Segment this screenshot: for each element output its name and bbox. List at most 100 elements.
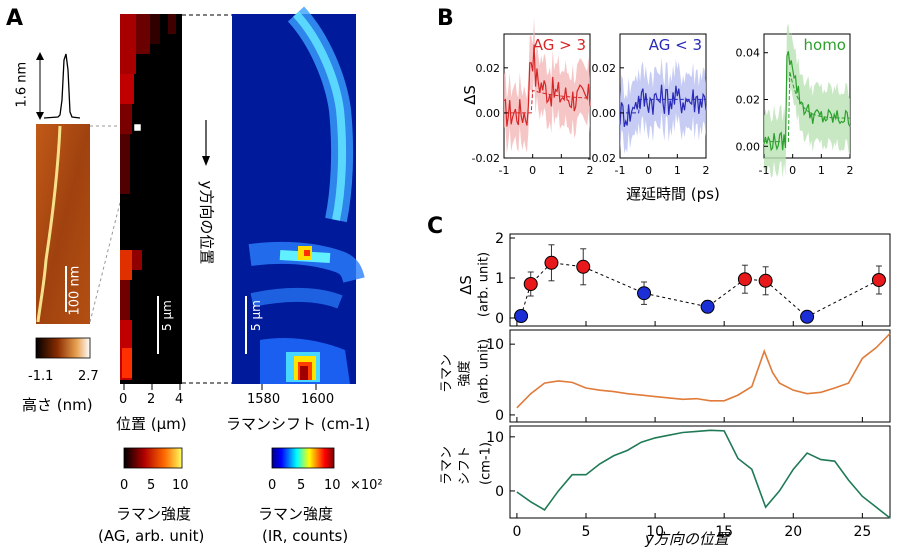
cbar2-tick-5: 5	[297, 478, 306, 493]
x-tick-label: 2	[847, 164, 854, 177]
x-tick-label: 2	[703, 164, 710, 177]
afm-cbar-label: 高さ (nm)	[22, 396, 93, 414]
subplot-title: AG > 3	[533, 36, 586, 54]
y-tick-label: 1	[495, 271, 504, 287]
x-tick-label: 5	[582, 524, 591, 540]
x-tick-label: 1	[558, 164, 565, 177]
y-tick-label: 0.00	[476, 107, 501, 120]
data-point-0	[514, 309, 529, 323]
afm-scale-label: 100 nm	[67, 265, 83, 316]
map2-scale-label: 5 μm	[249, 300, 263, 331]
x-tick-label: 0	[512, 524, 521, 540]
map1-xlabel: 位置 (μm)	[116, 415, 187, 433]
map1-tick-0: 0	[119, 392, 128, 407]
y-tick-label: -0.02	[588, 152, 616, 165]
panel-c-sub2-ylabel-1: ラマン	[439, 354, 455, 394]
x-tick-label: 2	[587, 164, 594, 177]
panel-b-xlabel: 遅延時間 (ps)	[626, 185, 720, 203]
y-tick-label: 0	[495, 484, 504, 500]
cbar2-tick-10: 10	[324, 478, 341, 493]
data-point-8	[800, 309, 815, 324]
x-tick-label: 15	[715, 524, 733, 540]
fit-curve	[504, 89, 591, 114]
height-profile	[36, 52, 81, 120]
afm-cbar-max: 2.7	[78, 369, 99, 384]
cbar1-label: ラマン強度	[116, 505, 192, 523]
data-point-9	[871, 273, 886, 287]
map1-tick-4: 4	[175, 392, 184, 407]
subplot-title: homo	[804, 36, 846, 54]
raman-intensity-line	[516, 332, 891, 409]
cbar1-sublabel: (AG, arb. unit)	[98, 527, 205, 545]
fit-curve	[620, 98, 706, 114]
x-tick-label: 1	[674, 164, 681, 177]
colorbar-ag	[123, 447, 183, 469]
signal-trace	[619, 84, 707, 127]
map2-tick-1600: 1600	[301, 392, 335, 407]
y-tick-label: 0.00	[592, 107, 617, 120]
y-tick-label: 0.02	[476, 62, 501, 75]
y-tick-label: 0.02	[736, 94, 761, 107]
data-point-4	[637, 286, 652, 301]
panel-a-figure	[35, 6, 365, 469]
y-tick-label: 2	[495, 231, 504, 247]
cbar1-tick-10: 10	[172, 478, 189, 493]
signal-trace	[503, 44, 591, 127]
fit-curve	[764, 71, 851, 143]
panel-c-sub3-ylabel-2: シフト	[457, 446, 473, 486]
y-tick-label: 0.00	[736, 140, 761, 153]
y-tick-label: 0.02	[592, 62, 617, 75]
data-point-1	[523, 277, 538, 291]
y-tick-label: 0	[495, 311, 504, 327]
panel-c-sub1-ylabel-unit: (arb. unit)	[476, 251, 492, 318]
panel-c-sub2-ylabel-3: (arb. unit)	[476, 338, 492, 405]
afm-image	[36, 124, 90, 324]
x-tick-label: -1	[499, 164, 510, 177]
panel-c-sub3-ylabel-1: ラマン	[439, 446, 455, 486]
subplot-title: AG < 3	[649, 36, 702, 54]
raman-map-ag-pixels	[120, 14, 176, 380]
cbar2-label: ラマン強度	[258, 505, 334, 523]
subplot-frame	[509, 425, 891, 519]
cbar1-tick-5: 5	[147, 478, 156, 493]
data-point-3	[576, 259, 591, 274]
map2-tick-1580: 1580	[247, 392, 281, 407]
panel-c-sub1: 2 1 0	[495, 231, 891, 327]
panel-c-sub2: 10 0	[486, 329, 891, 424]
y-tick-label: -0.02	[472, 152, 500, 165]
cbar2-multiplier: ×10²	[350, 478, 383, 493]
map1-tick-2: 2	[147, 392, 156, 407]
subplot-frame	[509, 233, 891, 327]
y-tick-label: 0	[495, 408, 504, 424]
measurement-point-marker	[133, 123, 142, 132]
nanotube-trace	[36, 125, 62, 323]
panel-label-b: B	[437, 6, 454, 31]
colorbar-ir	[271, 447, 335, 469]
signal-trace	[763, 51, 851, 152]
data-point-6	[737, 272, 752, 287]
cbar1-tick-0: 0	[120, 478, 129, 493]
x-tick-label: 10	[646, 524, 664, 540]
panel-label-a: A	[6, 6, 24, 31]
subplot-frame	[509, 329, 891, 423]
y-tick-label: 0.04	[736, 47, 761, 60]
cbar2-sublabel: (IR, counts)	[262, 527, 349, 545]
data-point-2	[544, 255, 559, 270]
x-tick-label: 1	[818, 164, 825, 177]
raman-map-shift-pixels	[248, 6, 365, 384]
y-direction-label: y方向の位置	[197, 180, 216, 265]
y-tick-label: 10	[486, 430, 504, 446]
x-tick-label: 0	[645, 164, 652, 177]
y-tick-label: 10	[486, 337, 504, 353]
x-tick-label: 25	[853, 524, 871, 540]
panel-b-subplot-0: 0.02 0.00 -0.02-1 0 1 2 AG > 3	[472, 17, 594, 177]
x-tick-label: -1	[615, 164, 626, 177]
panel-b-subplot-1: 0.02 0.00 -0.02-1 0 1 2 AG < 3	[588, 33, 710, 177]
afm-colorbar	[35, 337, 91, 359]
cbar2-tick-0: 0	[268, 478, 277, 493]
height-bar-label: 1.6 nm	[14, 61, 30, 108]
panel-c-sub3: 10 0	[486, 425, 891, 519]
data-point-7	[758, 273, 773, 288]
panel-b-subplot-2: 0.04 0.02 0.00 -1 0 1 2 homo	[736, 23, 854, 179]
